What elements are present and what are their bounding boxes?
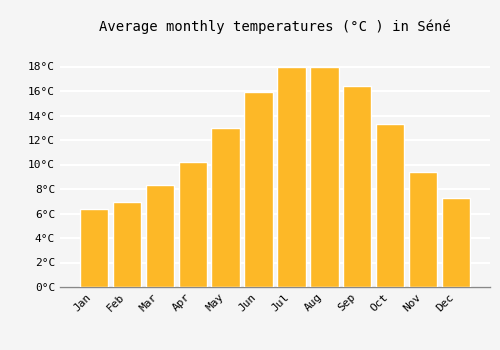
Bar <box>112 202 140 287</box>
Bar <box>376 124 404 287</box>
Bar <box>80 209 108 287</box>
Bar <box>244 92 272 287</box>
Bar <box>442 197 470 287</box>
Bar <box>212 128 240 287</box>
Bar <box>410 172 438 287</box>
Bar <box>310 66 338 287</box>
Title: Average monthly temperatures (°C ) in Séné: Average monthly temperatures (°C ) in Sé… <box>99 19 451 34</box>
Bar <box>146 186 174 287</box>
Bar <box>278 66 305 287</box>
Bar <box>344 86 371 287</box>
Bar <box>178 162 206 287</box>
